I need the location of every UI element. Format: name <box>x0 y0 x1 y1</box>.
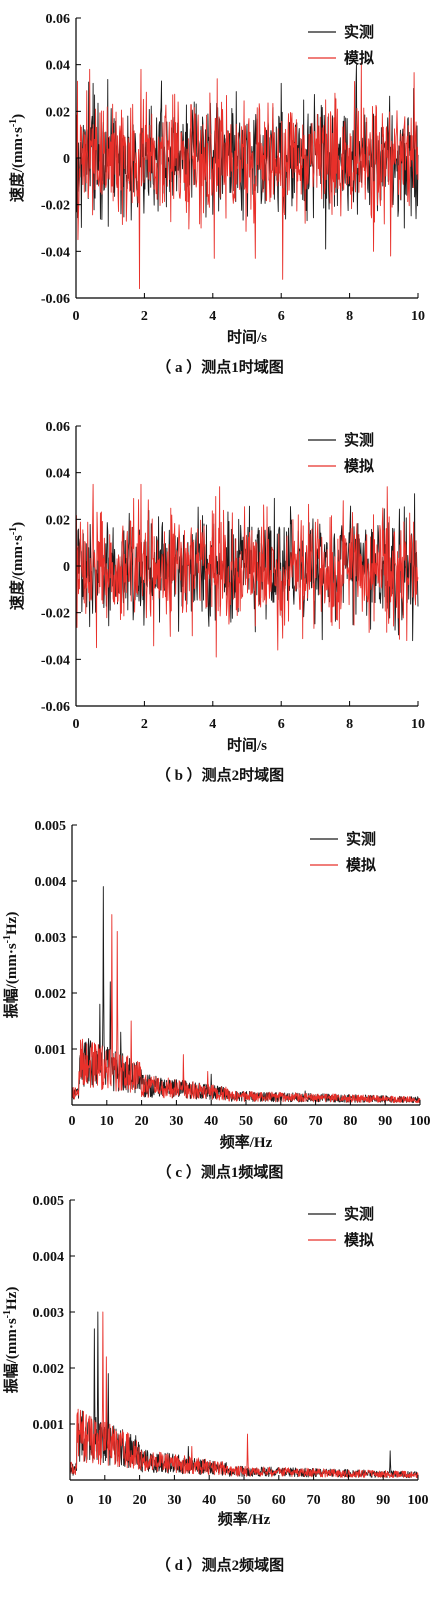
x-tick-label: 10 <box>411 717 425 732</box>
y-tick-label: 0.06 <box>46 420 71 435</box>
x-tick-label: 40 <box>204 1114 218 1129</box>
y-tick-label: 0.02 <box>46 105 71 120</box>
legend-label-measured: 实测 <box>344 431 374 449</box>
legend-label-simulated: 模拟 <box>346 856 376 874</box>
x-tick-label: 100 <box>408 1493 429 1508</box>
series-line-simulated <box>71 914 421 1104</box>
x-tick-label: 30 <box>167 1493 181 1508</box>
legend-label-simulated: 模拟 <box>344 1231 374 1249</box>
y-tick-label: 0.04 <box>46 467 71 482</box>
x-tick-label: 50 <box>239 1114 253 1129</box>
x-tick-label: 70 <box>309 1114 323 1129</box>
x-tick-label: 6 <box>278 717 285 732</box>
y-axis-label: 振幅/(mm·s-1Hz) <box>2 912 20 1019</box>
y-tick-label: -0.06 <box>41 700 70 715</box>
y-tick-label: 0.004 <box>35 875 67 890</box>
y-tick-label: 0.003 <box>35 931 67 946</box>
panel-caption: （ b ）测点2时域图 <box>156 766 284 784</box>
legend-label-measured: 实测 <box>344 1205 374 1223</box>
series-line-simulated <box>75 61 419 290</box>
y-tick-label: -0.02 <box>41 199 70 214</box>
y-tick-label: -0.04 <box>41 653 70 668</box>
y-tick-label: 0.005 <box>33 1194 65 1209</box>
x-tick-label: 4 <box>209 717 216 732</box>
x-axis-label: 时间/s <box>227 328 267 346</box>
y-tick-label: 0 <box>63 152 70 167</box>
y-tick-label: 0.001 <box>35 1043 67 1058</box>
panel-caption: （ d ）测点2频域图 <box>156 1556 284 1574</box>
series-line-measured <box>69 1311 419 1479</box>
x-tick-label: 20 <box>135 1114 149 1129</box>
x-tick-label: 100 <box>410 1114 431 1129</box>
y-tick-label: 0.04 <box>46 59 71 74</box>
x-axis-label: 频率/Hz <box>218 1510 271 1528</box>
x-tick-label: 30 <box>169 1114 183 1129</box>
x-tick-label: 20 <box>133 1493 147 1508</box>
panel-caption: （ a ）测点1时域图 <box>156 358 284 376</box>
y-tick-label: 0 <box>63 560 70 575</box>
x-axis-label: 频率/Hz <box>220 1133 273 1151</box>
x-tick-label: 0 <box>73 309 80 324</box>
x-tick-label: 60 <box>274 1114 288 1129</box>
x-tick-label: 8 <box>346 309 353 324</box>
y-tick-label: 0.02 <box>46 513 71 528</box>
y-tick-label: 0.003 <box>33 1306 65 1321</box>
series-line-simulated <box>69 1311 419 1479</box>
panel-1: 0 2 4 6 8 10 -0.06 -0.04 -0.02 0 0.02 0.04 0.06 时间/s 速… <box>8 12 425 376</box>
x-tick-label: 0 <box>69 1114 76 1129</box>
y-tick-label: 0.004 <box>33 1250 65 1265</box>
y-tick-label: 0.002 <box>35 987 67 1002</box>
panel-4: 0 10 20 30 40 50 60 70 80 90 100 0.001 0.002 0.003 0.0… <box>2 1194 429 1574</box>
x-tick-label: 90 <box>376 1493 390 1508</box>
x-tick-label: 8 <box>346 717 353 732</box>
panel-3: 0 10 20 30 40 50 60 70 80 90 100 0.001 0.002 0.003 0.0… <box>2 819 431 1181</box>
y-tick-label: 0.005 <box>35 819 67 834</box>
x-tick-label: 60 <box>272 1493 286 1508</box>
x-tick-label: 0 <box>73 717 80 732</box>
y-tick-label: -0.02 <box>41 607 70 622</box>
y-tick-label: 0.001 <box>33 1418 65 1433</box>
x-tick-label: 2 <box>141 309 148 324</box>
legend-label-simulated: 模拟 <box>344 49 374 67</box>
series-line-simulated <box>75 483 419 658</box>
panel-caption: （ c ）测点1频域图 <box>157 1163 284 1181</box>
legend-label-measured: 实测 <box>344 23 374 41</box>
x-tick-label: 0 <box>67 1493 74 1508</box>
x-tick-label: 6 <box>278 309 285 324</box>
legend-label-measured: 实测 <box>346 830 376 848</box>
x-tick-label: 10 <box>411 309 425 324</box>
y-tick-label: 0.06 <box>46 12 71 27</box>
panel-2: 0 2 4 6 8 10 -0.06 -0.04 -0.02 0 0.02 0.04 0.06 时间/s 速… <box>8 420 425 784</box>
x-tick-label: 80 <box>343 1114 357 1129</box>
legend-label-simulated: 模拟 <box>344 457 374 475</box>
x-tick-label: 4 <box>209 309 216 324</box>
y-tick-label: -0.06 <box>41 292 70 307</box>
y-axis-label: 速度/(mm·s-1) <box>8 522 26 610</box>
y-axis-label: 速度/(mm·s-1) <box>8 114 26 202</box>
y-tick-label: 0.002 <box>33 1362 65 1377</box>
y-axis-label: 振幅/(mm·s-1Hz) <box>2 1287 20 1394</box>
y-tick-label: -0.04 <box>41 245 70 260</box>
x-tick-label: 80 <box>341 1493 355 1508</box>
x-tick-label: 50 <box>237 1493 251 1508</box>
x-tick-label: 10 <box>98 1493 112 1508</box>
x-tick-label: 70 <box>307 1493 321 1508</box>
x-tick-label: 2 <box>141 717 148 732</box>
x-tick-label: 90 <box>378 1114 392 1129</box>
x-tick-label: 10 <box>100 1114 114 1129</box>
x-axis-label: 时间/s <box>227 736 267 754</box>
x-tick-label: 40 <box>202 1493 216 1508</box>
